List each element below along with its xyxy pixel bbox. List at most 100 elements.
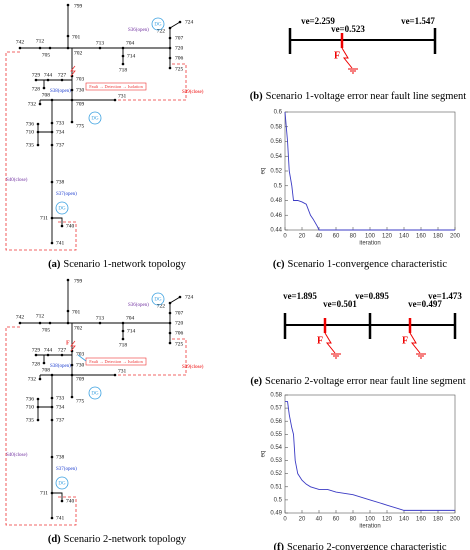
node-label: 707 (175, 35, 184, 41)
x-axis-label: iteration (359, 524, 380, 530)
bus (36, 418, 40, 422)
node-label: 730 (76, 362, 85, 368)
node-label: 710 (26, 129, 35, 135)
bus (42, 361, 46, 365)
node-label: 734 (56, 129, 65, 135)
caption-text: Scenario 1-network topology (63, 259, 186, 270)
node-label: 744 (44, 72, 53, 78)
node-label: 704 (126, 40, 135, 46)
node-label: 729 (32, 347, 41, 353)
node-label: 711 (40, 490, 48, 496)
dg-label: DG (91, 117, 99, 122)
y-tick-label: 0.5 (274, 497, 283, 503)
x-tick-label: 200 (450, 517, 461, 523)
node-label: 732 (28, 101, 37, 107)
caption-label: (a) (48, 259, 61, 270)
y-tick-label: 0.56 (270, 139, 282, 145)
bus (60, 499, 64, 503)
fault-bolt (70, 340, 76, 352)
bus (98, 321, 102, 325)
bus (36, 405, 40, 409)
process-label: Fault → Detection → Isolation (89, 359, 143, 364)
dg-symbol (151, 292, 165, 306)
bus (66, 3, 70, 7)
dg-symbol (151, 17, 165, 31)
bus (50, 98, 54, 102)
bus (168, 66, 172, 70)
bus (113, 98, 117, 102)
node-label: 724 (185, 294, 194, 300)
x-tick-label: 100 (365, 517, 376, 523)
y-tick-label: 0.53 (270, 458, 282, 464)
voltage-error-label: ve=1.473 (428, 291, 462, 301)
x-tick-label: 80 (350, 234, 357, 240)
x-tick-label: 120 (382, 234, 393, 240)
process-box (85, 357, 147, 366)
y-tick-label: 0.58 (270, 124, 282, 130)
bus (70, 120, 74, 124)
node-label: 705 (42, 52, 51, 58)
node-label: 713 (96, 40, 105, 46)
bus (121, 46, 125, 50)
node-label: 725 (175, 66, 184, 72)
dashed-loop (118, 63, 187, 101)
plot-frame (284, 394, 456, 514)
node-label: 799 (74, 278, 83, 284)
y-tick-label: 0.51 (270, 484, 282, 490)
bus (168, 26, 172, 30)
fault-label: F (334, 50, 340, 61)
node-label: 703 (76, 351, 85, 357)
dg-symbol (55, 201, 69, 215)
x-tick-label: 120 (382, 517, 393, 523)
bus (50, 241, 54, 245)
bus (34, 353, 38, 357)
node-label: 727 (58, 347, 67, 353)
node-label: 702 (74, 50, 83, 56)
switch-label: S37(open) (56, 467, 77, 472)
node-label: 728 (32, 86, 41, 92)
node-label: 740 (66, 223, 75, 229)
y-tick-label: 0.56 (270, 419, 282, 425)
caption: (c) Scenario 1-convergence characteristic (273, 259, 448, 270)
x-tick-label: 100 (365, 234, 376, 240)
bus (168, 36, 172, 40)
network-topology: 799 701 712 742 705 702 713 704 714 718 720 707 722 7… (5, 3, 204, 270)
node-label: 775 (76, 123, 85, 129)
bus (46, 353, 50, 357)
node-label: 701 (72, 309, 81, 315)
bus (50, 216, 54, 220)
y-axis-label: eq (261, 451, 267, 458)
node-label: 708 (42, 367, 51, 373)
y-tick-label: 0.6 (274, 110, 283, 116)
dg-label: DG (91, 392, 99, 397)
bus (50, 455, 54, 459)
x-tick-label: 140 (399, 517, 410, 523)
bus (168, 321, 172, 325)
x-axis-label: iteration (359, 241, 380, 247)
switch-label: S36(open) (128, 28, 149, 33)
caption-text: Scenario 2-network topology (64, 534, 187, 545)
bus (178, 20, 182, 24)
caption: (f) Scenario 2-convergence characteristic (273, 542, 446, 550)
node-label: 736 (26, 121, 35, 127)
bus (36, 122, 40, 126)
node-label: 738 (56, 454, 65, 460)
switch-label: S36(open) (128, 303, 149, 308)
bus (50, 121, 54, 125)
node-label: 714 (127, 53, 136, 59)
dg-symbol (55, 476, 69, 490)
x-tick-label: 60 (333, 234, 340, 240)
y-tick-label: 0.58 (270, 393, 282, 399)
dashed-loop (5, 326, 77, 526)
caption-label: (d) (48, 534, 61, 545)
node-label: 720 (175, 45, 184, 51)
node-label: 711 (40, 215, 48, 221)
y-tick-label: 0.52 (270, 471, 282, 477)
bus (36, 143, 40, 147)
bus (121, 54, 125, 58)
x-tick-label: 20 (299, 234, 306, 240)
x-tick-label: 40 (316, 517, 323, 523)
voltage-error-label: ve=0.501 (323, 299, 357, 309)
bus (38, 377, 42, 381)
switch-label: S40(close) (6, 178, 28, 183)
